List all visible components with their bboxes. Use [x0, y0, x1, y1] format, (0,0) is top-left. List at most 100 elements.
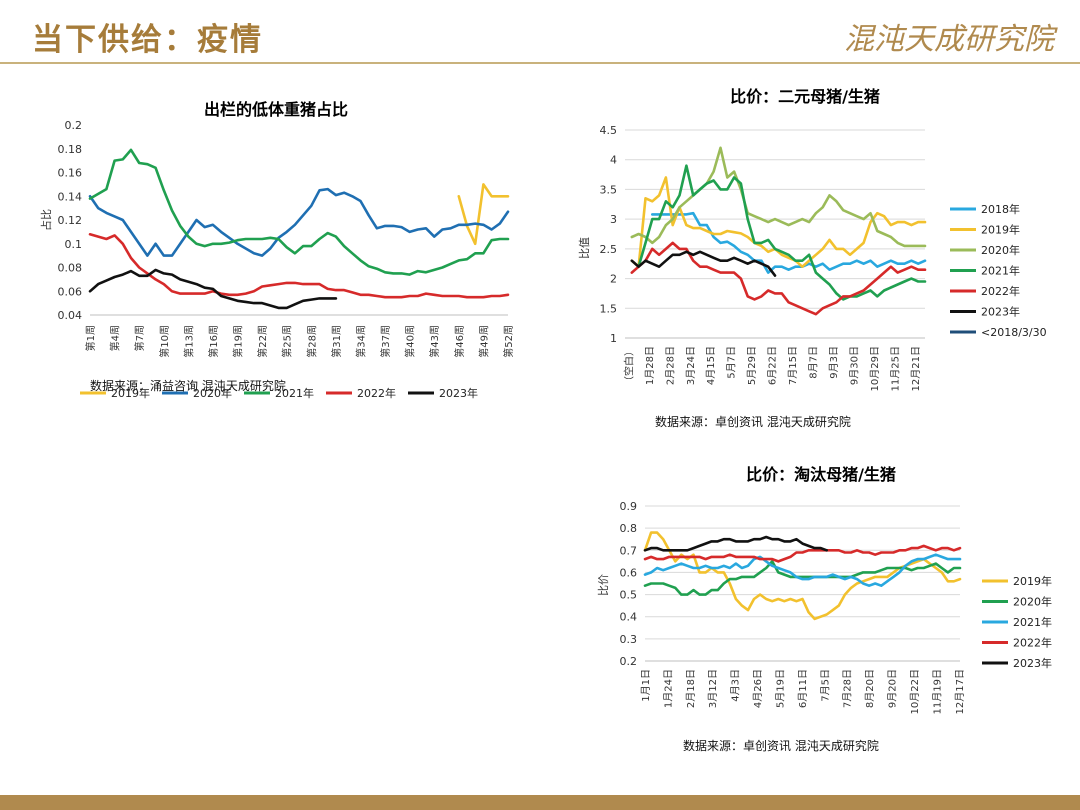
x-tick-label: 第40周: [404, 325, 417, 358]
x-tick-label: 第49周: [477, 325, 490, 358]
series-line: [630, 250, 777, 277]
chart-source: 数据来源：卓创资讯 混沌天成研究院: [655, 414, 851, 429]
x-tick-label: 7月5日: [819, 669, 831, 702]
y-tick-label: 0.14: [58, 190, 83, 203]
y-tick-label: 0.7: [620, 544, 638, 557]
series-line: [88, 268, 338, 310]
legend-label: <2018/3/30: [981, 326, 1047, 339]
x-tick-label: 第37周: [379, 325, 392, 358]
x-tick-label: 12月17日: [954, 669, 966, 714]
x-tick-label: 5月7日: [726, 346, 738, 379]
x-tick-label: 第22周: [256, 325, 269, 358]
x-tick-label: 10月22日: [909, 669, 921, 714]
y-tick-label: 1: [610, 332, 617, 345]
x-tick-label: 第28周: [305, 325, 318, 358]
chart-binary-sow-hog-ratio: 比价：二元母猪/生猪 比值 数据来源：卓创资讯 混沌天成研究院 4.5 4 3.5 3…: [578, 87, 1047, 429]
chart-low-weight-pig-ratio: 出栏的低体重猪占比 占比 数据来源：涌益咨询 混沌天成研究院 0.2 0.18 0.…: [39, 100, 515, 400]
x-tick-label: 第7周: [133, 325, 146, 351]
chart-cull-sow-hog-ratio: 比价：淘汰母猪/生猪 比价 数据来源：卓创资讯 混沌天成研究院 0.9 0.8 0.…: [597, 465, 1052, 753]
legend-label: 2019年: [1013, 574, 1052, 588]
y-tick-label: 0.2: [65, 119, 83, 132]
series-line: [643, 535, 828, 552]
x-tick-label: 第10周: [158, 325, 171, 358]
legend-label: 2022年: [1013, 636, 1052, 650]
header-divider: [0, 62, 1080, 64]
series-line: [88, 148, 510, 276]
legend-label: 2021年: [1013, 615, 1052, 629]
y-tick-label: 3.5: [600, 183, 618, 196]
y-tick-label: 0.3: [620, 633, 638, 646]
series-line: [630, 241, 927, 316]
y-axis-label: 比值: [578, 237, 591, 259]
y-tick-label: 0.16: [58, 167, 83, 180]
x-tick-label: 4月3日: [730, 669, 742, 702]
page-title: 当下供给：疫情: [32, 22, 263, 58]
footer-bar: [0, 795, 1080, 810]
y-tick-label: 0.06: [58, 285, 83, 298]
series-line: [651, 211, 927, 274]
x-tick-label: 1月28日: [644, 346, 656, 385]
x-tick-label: 6月11日: [797, 669, 809, 708]
x-tick-label: 第34周: [354, 325, 367, 358]
chart-title: 比价：二元母猪/生猪: [730, 87, 880, 106]
x-tick-label: 9月3日: [828, 346, 840, 379]
chart-title: 比价：淘汰母猪/生猪: [746, 465, 896, 484]
x-tick-label: 8月20日: [864, 669, 876, 708]
x-tick-label: 4月26日: [752, 669, 764, 708]
series-line: [630, 176, 927, 268]
y-tick-label: 0.08: [58, 262, 83, 275]
x-tick-label: 2月28日: [664, 346, 676, 385]
chart-source: 数据来源：卓创资讯 混沌天成研究院: [683, 738, 879, 753]
y-tick-label: 0.6: [620, 566, 638, 579]
y-tick-label: 0.2: [620, 655, 638, 668]
y-tick-label: 2.5: [600, 243, 618, 256]
x-tick-label: （空白）: [622, 346, 635, 386]
legend-label: 2022年: [981, 284, 1020, 298]
x-tick-label: 第13周: [182, 325, 195, 358]
chart-title: 出栏的低体重猪占比: [204, 100, 348, 119]
y-axis-label: 比价: [597, 574, 610, 596]
x-tick-label: 7月15日: [787, 346, 799, 385]
x-tick-label: 1月1日: [640, 669, 652, 702]
legend-label: 2023年: [981, 305, 1020, 319]
series-line: [88, 187, 510, 257]
x-tick-label: 第31周: [330, 325, 343, 358]
x-tick-label: 第19周: [232, 325, 245, 358]
y-tick-label: 0.04: [58, 309, 83, 322]
series-line: [88, 233, 510, 299]
x-tick-label: 11月25日: [889, 346, 901, 391]
y-tick-label: 0.12: [58, 214, 83, 227]
series-line: [643, 544, 962, 563]
x-tick-label: 第46周: [453, 325, 466, 358]
legend-label: 2020年: [1013, 595, 1052, 609]
x-tick-label: 第43周: [428, 325, 441, 358]
y-tick-label: 4.5: [600, 124, 618, 137]
legend-label: 2023年: [439, 386, 478, 400]
x-tick-label: 5月19日: [774, 669, 786, 708]
y-tick-label: 0.5: [620, 589, 638, 602]
x-tick-label: 11月19日: [931, 669, 943, 714]
y-tick-label: 0.8: [620, 522, 638, 535]
x-tick-label: 3月24日: [685, 346, 697, 385]
y-axis-label: 占比: [39, 209, 53, 231]
series-line: [457, 183, 510, 246]
legend-label: 2023年: [1013, 656, 1052, 670]
y-tick-label: 4: [610, 154, 617, 167]
x-tick-label: 1月24日: [662, 669, 674, 708]
y-tick-label: 0.1: [65, 238, 83, 251]
x-tick-label: 8月7日: [808, 346, 820, 379]
x-tick-label: 9月30日: [848, 346, 860, 385]
legend-label: 2019年: [111, 386, 150, 400]
x-tick-label: 12月21日: [910, 346, 922, 391]
series-line: [630, 146, 927, 248]
x-tick-label: 6月22日: [767, 346, 779, 385]
x-tick-label: 第25周: [281, 325, 294, 358]
y-tick-label: 3: [610, 213, 617, 226]
x-tick-label: 第4周: [109, 325, 122, 351]
x-tick-label: 3月12日: [707, 669, 719, 708]
series-line: [643, 560, 962, 596]
x-tick-label: 第16周: [207, 325, 220, 358]
brand-logo: 混沌天成研究院: [844, 22, 1054, 57]
legend-label: 2020年: [981, 243, 1020, 257]
series-line: [637, 164, 927, 301]
